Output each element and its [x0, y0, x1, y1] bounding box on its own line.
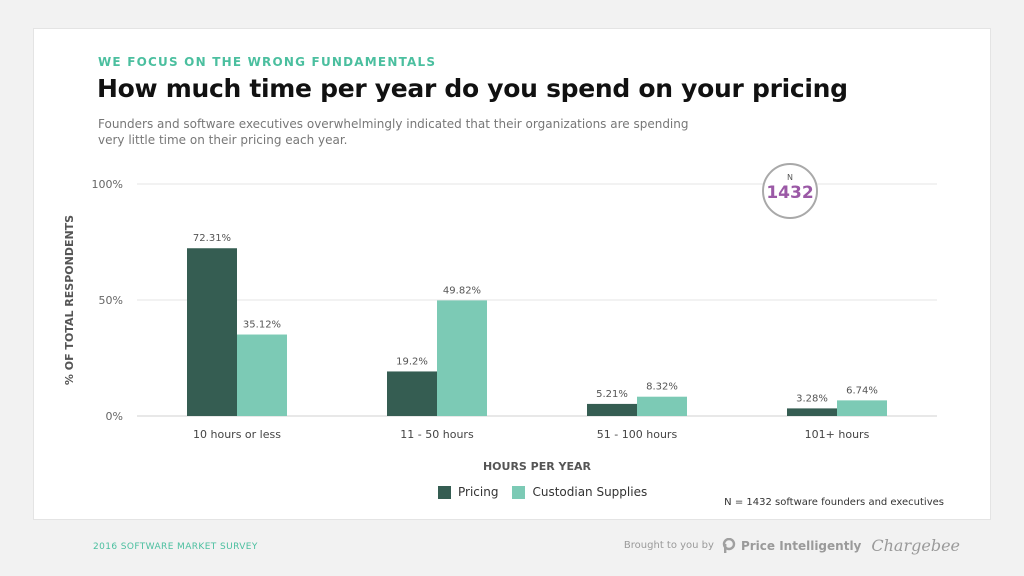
sponsor-footer: Brought to you by Price Intelligently Ch… [624, 536, 960, 555]
sample-size-value: 1432 [766, 183, 814, 203]
legend-swatch-pricing [438, 485, 451, 499]
y-tick-label: 50% [99, 294, 123, 307]
brought-by-text: Brought to you by [623, 540, 714, 551]
bar-custodian [637, 396, 687, 416]
bar-value-label: 49.82% [443, 285, 481, 296]
legend-label-custodian: Custodian Supplies [532, 485, 648, 499]
bar-value-label: 6.74% [846, 385, 878, 396]
bar-pricing [587, 403, 637, 416]
bar-value-label: 19.2% [396, 356, 428, 367]
y-tick-label: 0% [106, 410, 123, 423]
chart-subtitle: Founders and software executives overwhe… [98, 117, 689, 147]
x-tick-label: 51 - 100 hours [597, 428, 678, 441]
bar-pricing [787, 408, 837, 416]
x-tick-label: 101+ hours [805, 428, 870, 441]
legend-swatch-custodian [512, 485, 526, 499]
bar-custodian [237, 334, 287, 416]
price-intelligently-logo-icon [722, 537, 736, 553]
bar-pricing [187, 248, 237, 416]
survey-footer: 2016 SOFTWARE MARKET SURVEY [93, 542, 258, 552]
bar-value-label: 72.31% [193, 233, 231, 244]
x-tick-label: 10 hours or less [193, 428, 281, 441]
bar-pricing [387, 371, 437, 416]
chargebee-brand: Chargebee [871, 536, 960, 555]
price-intelligently-brand: Price Intelligently [740, 538, 862, 553]
legend-item-pricing: Pricing [438, 485, 498, 499]
section-eyebrow: WE FOCUS ON THE WRONG FUNDAMENTALS [98, 55, 437, 69]
bar-custodian [437, 300, 487, 416]
x-axis-title: HOURS PER YEAR [483, 460, 592, 473]
y-tick-label: 100% [92, 178, 123, 191]
sample-size-badge: N 1432 [762, 163, 818, 219]
legend-item-custodian: Custodian Supplies [512, 485, 647, 499]
chart-footnote: N = 1432 software founders and executive… [724, 497, 944, 508]
bar-value-label: 3.28% [796, 393, 828, 404]
bar-value-label: 8.32% [646, 382, 678, 393]
y-axis-title: % OF TOTAL RESPONDENTS [63, 215, 76, 385]
bar-value-label: 35.12% [243, 320, 281, 331]
bar-custodian [837, 400, 887, 416]
chart-legend: Pricing Custodian Supplies [438, 485, 661, 499]
legend-label-pricing: Pricing [458, 485, 499, 499]
x-tick-label: 11 - 50 hours [400, 428, 474, 441]
page-title: How much time per year do you spend on y… [97, 74, 848, 103]
bar-value-label: 5.21% [596, 389, 628, 400]
sample-size-label: N [787, 173, 793, 182]
